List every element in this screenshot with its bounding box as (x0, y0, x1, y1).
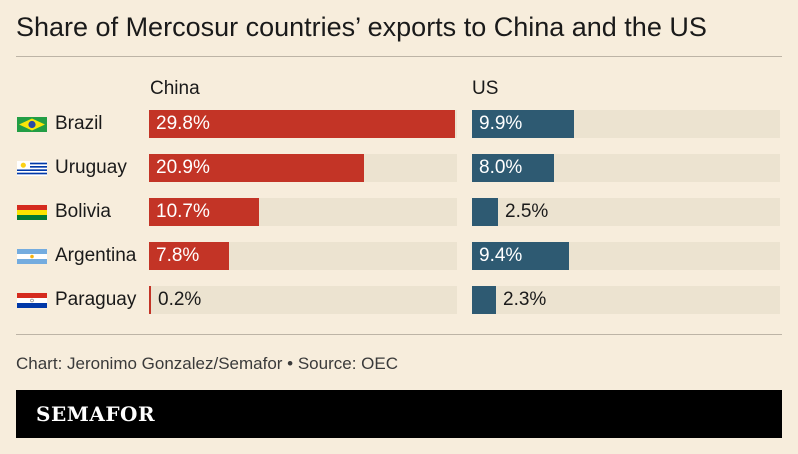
china-track: 29.8% (149, 110, 457, 138)
us-value-label: 9.9% (479, 113, 523, 134)
brazil-flag-icon (17, 117, 47, 132)
country-label: Uruguay (55, 157, 127, 178)
brand-logo: SEMAFOR (36, 402, 156, 426)
china-bar (149, 242, 229, 270)
china-bar (149, 286, 151, 314)
china-track: 0.2% (149, 286, 457, 314)
us-track: 9.9% (472, 110, 780, 138)
china-value-label: 0.2% (158, 289, 202, 310)
china-bar (149, 110, 455, 138)
china-value-label: 10.7% (156, 201, 210, 222)
paraguay-flag-icon (17, 293, 47, 308)
us-track: 9.4% (472, 242, 780, 270)
brand-bar: SEMAFOR (16, 390, 782, 438)
chart-row-uruguay: Uruguay 20.9% 8.0% (0, 154, 798, 182)
china-track: 7.8% (149, 242, 457, 270)
us-value-label: 8.0% (479, 157, 523, 178)
china-track: 10.7% (149, 198, 457, 226)
country-label: Brazil (55, 113, 103, 134)
us-value-label: 9.4% (479, 245, 523, 266)
bottom-divider (16, 334, 782, 335)
china-bar (149, 198, 259, 226)
china-value-label: 29.8% (156, 113, 210, 134)
us-value-label: 2.5% (505, 201, 549, 222)
country-label: Paraguay (55, 289, 137, 310)
us-track: 8.0% (472, 154, 780, 182)
chart-row-brazil: Brazil 29.8% 9.9% (0, 110, 798, 138)
country-label: Argentina (55, 245, 137, 266)
top-divider (16, 56, 782, 57)
china-value-label: 20.9% (156, 157, 210, 178)
us-bar (472, 110, 574, 138)
country-label: Bolivia (55, 201, 111, 222)
bolivia-flag-icon (17, 205, 47, 220)
chart-row-bolivia: Bolivia 10.7% 2.5% (0, 198, 798, 226)
chart-credit: Chart: Jeronimo Gonzalez/Semafor • Sourc… (16, 354, 398, 373)
column-header-china: China (150, 78, 200, 99)
chart-row-argentina: Argentina 7.8% 9.4% (0, 242, 798, 270)
chart-row-paraguay: Paraguay 0.2% 2.3% (0, 286, 798, 314)
us-bar (472, 198, 498, 226)
china-track: 20.9% (149, 154, 457, 182)
china-bar (149, 154, 364, 182)
us-bar (472, 242, 569, 270)
uruguay-flag-icon (17, 161, 47, 176)
us-bar (472, 286, 496, 314)
us-value-label: 2.3% (503, 289, 547, 310)
argentina-flag-icon (17, 249, 47, 264)
chart-title: Share of Mercosur countries’ exports to … (16, 12, 707, 42)
us-bar (472, 154, 554, 182)
us-track: 2.5% (472, 198, 780, 226)
column-header-us: US (472, 78, 499, 99)
china-value-label: 7.8% (156, 245, 200, 266)
us-track: 2.3% (472, 286, 780, 314)
